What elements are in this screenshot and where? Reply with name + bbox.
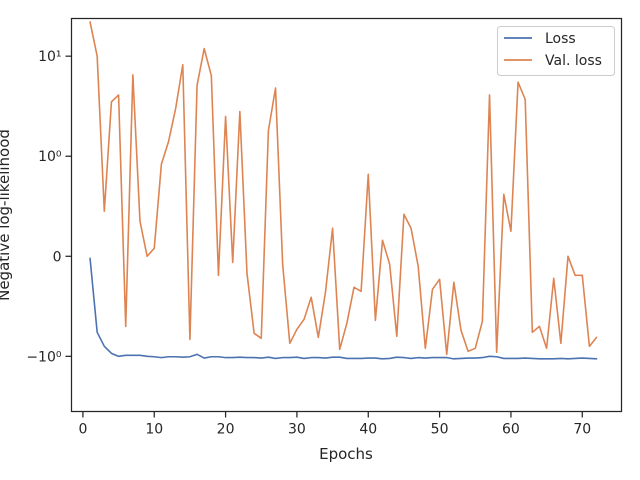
plot-frame bbox=[70, 17, 623, 413]
legend-label-val-loss: Val. loss bbox=[545, 53, 602, 69]
x-axis-label: Epochs bbox=[319, 445, 373, 463]
x-axis: 0 10 20 30 40 50 60 70 bbox=[78, 411, 591, 438]
legend-label-loss: Loss bbox=[545, 31, 576, 47]
y-tick-label: 10⁰ bbox=[38, 149, 62, 165]
x-tick-label: 40 bbox=[359, 422, 377, 438]
y-tick-label: −10⁰ bbox=[26, 349, 62, 365]
x-tick-label: 0 bbox=[78, 422, 87, 438]
y-tick-label: 10¹ bbox=[38, 49, 61, 65]
plot-layer bbox=[89, 21, 598, 360]
series-line-loss bbox=[89, 257, 598, 360]
x-tick-label: 20 bbox=[217, 422, 235, 438]
y-axis: 10¹ 10⁰ 0 −10⁰ bbox=[26, 49, 72, 365]
y-axis-label: Negative log-likelihood bbox=[0, 129, 13, 301]
x-tick-label: 10 bbox=[145, 422, 163, 438]
series-line-val-loss bbox=[89, 21, 598, 356]
x-tick-label: 30 bbox=[288, 422, 306, 438]
y-tick-label: 0 bbox=[53, 249, 62, 265]
legend: Loss Val. loss bbox=[497, 26, 615, 76]
x-tick-label: 70 bbox=[573, 422, 591, 438]
x-tick-label: 50 bbox=[431, 422, 449, 438]
x-tick-label: 60 bbox=[502, 422, 520, 438]
